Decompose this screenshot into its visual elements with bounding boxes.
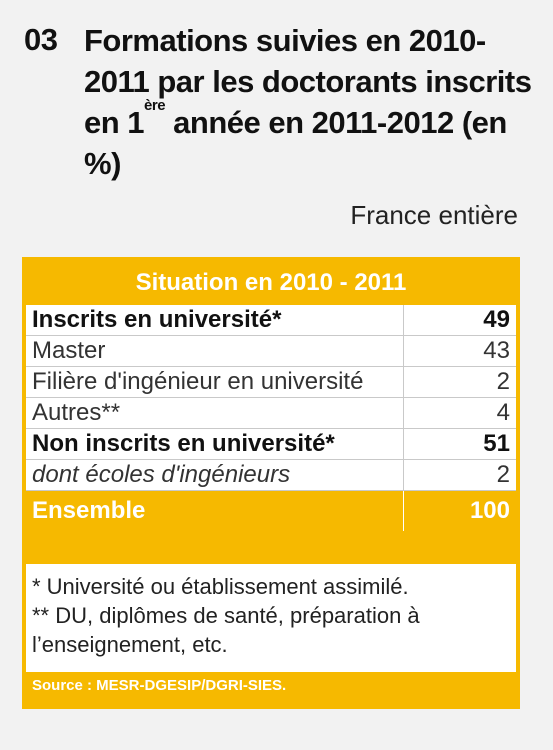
title-text-1: Formations suivies en 2010-2011 par les … [84,23,532,140]
table-row: Inscrits en université* 49 [26,305,516,336]
table-box: Situation en 2010 - 2011 Inscrits en uni… [22,257,520,709]
footnote-1: * Université ou établissement assimilé. [32,574,409,599]
footnotes: * Université ou établissement assimilé. … [26,564,516,672]
figure-header: 03 Formations suivies en 2010-2011 par l… [24,20,534,184]
scope-label: France entière [350,200,518,230]
table-row: dont écoles d'ingénieurs 2 [26,459,516,491]
figure-number: 03 [24,22,58,57]
row-label: Non inscrits en université* [26,428,404,460]
table-row: Autres** 4 [26,397,516,429]
table-row: Master 43 [26,335,516,367]
data-table: Situation en 2010 - 2011 Inscrits en uni… [26,261,516,531]
figure-title: Formations suivies en 2010-2011 par les … [84,20,534,184]
row-value: 2 [403,366,516,398]
table-row: Non inscrits en université* 51 [26,428,516,460]
row-value: 49 [403,305,516,336]
table-header-row: Situation en 2010 - 2011 [26,261,516,305]
total-label: Ensemble [26,490,404,531]
table-header: Situation en 2010 - 2011 [26,261,516,305]
total-value: 100 [403,490,516,531]
row-value: 2 [403,459,516,491]
table-row: Filière d'ingénieur en université 2 [26,366,516,398]
footnote-2: ** DU, diplômes de santé, préparation à … [32,603,420,657]
row-value: 43 [403,335,516,367]
row-label: dont écoles d'ingénieurs [26,459,404,491]
row-label: Inscrits en université* [26,305,404,336]
title-text-2: année en 2011-2012 (en %) [84,105,507,181]
row-value: 4 [403,397,516,429]
source-line: Source : MESR-DGESIP/DGRI-SIES. [32,677,287,694]
row-label: Master [26,335,404,367]
table-total-row: Ensemble 100 [26,490,516,531]
row-label: Filière d'ingénieur en université [26,366,404,398]
row-label: Autres** [26,397,404,429]
row-value: 51 [403,428,516,460]
title-superscript: ère [144,97,166,114]
